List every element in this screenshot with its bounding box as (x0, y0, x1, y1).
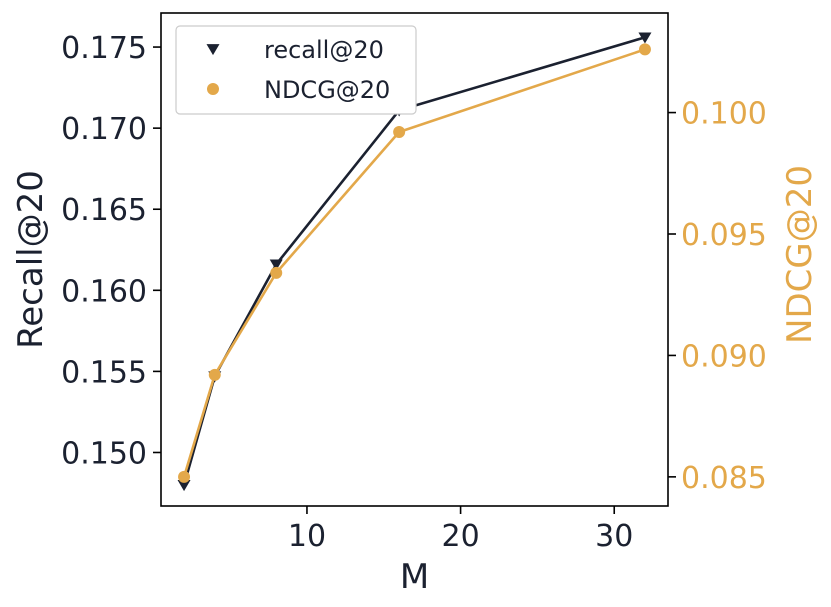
legend-label-2: NDCG@20 (264, 76, 390, 104)
y-right-tick-label: 0.095 (681, 218, 767, 253)
y-left-tick-label: 0.160 (61, 274, 147, 309)
x-tick-label: 20 (441, 519, 479, 554)
data-point-series-2-1 (178, 470, 191, 483)
legend-label-1: recall@20 (264, 36, 384, 64)
data-point-series-1-1 (177, 480, 191, 492)
y-right-tick-label: 0.100 (681, 97, 767, 132)
y-left-axis-title: Recall@20 (11, 170, 51, 349)
x-tick-label: 30 (595, 519, 633, 554)
y-left-tick-label: 0.155 (61, 355, 147, 390)
legend-marker-2 (207, 83, 219, 95)
y-right-axis-title: NDCG@20 (780, 165, 820, 344)
x-tick-label: 10 (288, 519, 326, 554)
x-axis-title: M (400, 557, 429, 597)
y-right-tick-label: 0.085 (681, 461, 767, 496)
data-point-series-2-4 (393, 126, 406, 138)
legend-marker-1 (206, 44, 220, 56)
legend: recall@20 NDCG@20 (175, 25, 417, 115)
data-point-series-1-5 (638, 32, 652, 44)
data-point-series-2-2 (208, 368, 221, 381)
x-axis-ticks: 10 20 30 (288, 506, 633, 554)
legend-box (175, 25, 417, 115)
y-left-tick-label: 0.170 (61, 112, 147, 147)
plot-frame (160, 12, 669, 507)
y-right-tick-label: 0.090 (681, 339, 767, 374)
y-left-tick-label: 0.150 (61, 436, 147, 471)
data-point-series-1-3 (269, 259, 283, 271)
data-point-series-2-3 (270, 266, 283, 279)
y-left-tick-label: 0.175 (61, 31, 147, 66)
y-right-axis-ticks: 0.085 0.090 0.095 0.100 (668, 97, 767, 496)
y-left-tick-label: 0.165 (61, 193, 147, 228)
y-left-axis-ticks: 0.150 0.155 0.160 0.165 0.170 0.175 (61, 31, 161, 471)
data-point-series-2-5 (638, 43, 651, 56)
